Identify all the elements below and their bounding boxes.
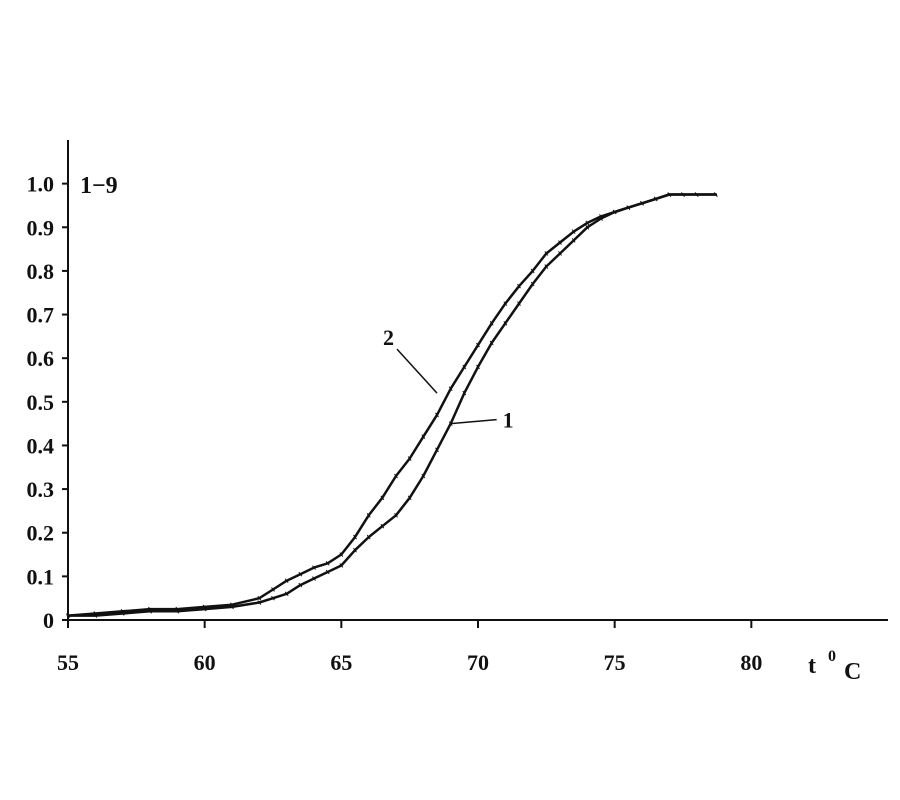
series-2-point: [366, 512, 371, 518]
series-2-point: [448, 386, 453, 392]
series-1-point: [558, 251, 562, 256]
series-2-point: [585, 220, 590, 226]
series-2-point: [312, 565, 316, 570]
series-1-point: [394, 512, 398, 518]
series-2-point: [503, 301, 508, 306]
series-2-point: [558, 240, 562, 245]
y-tick-label: 0: [43, 608, 54, 633]
series-1-point: [585, 224, 590, 230]
corner-label: 1−9: [80, 173, 118, 199]
series-2-point: [271, 587, 275, 592]
series-1-label: 1: [503, 408, 514, 433]
y-tick-label: 1.0: [27, 172, 55, 197]
x-axis-title-unit: C: [844, 659, 861, 685]
x-tick-label: 75: [604, 650, 626, 675]
series-1-point: [380, 523, 385, 529]
series-1-point: [325, 569, 330, 575]
series-2-point: [544, 251, 549, 256]
series-1-point: [298, 582, 303, 588]
series-2-point: [612, 209, 617, 215]
y-tick-label: 0.1: [27, 564, 55, 589]
series-1-point: [517, 301, 521, 306]
series-1-point: [571, 238, 576, 243]
series-1-point: [257, 600, 262, 605]
series-1-point: [353, 547, 357, 553]
series-layer: [66, 192, 718, 618]
series-2-point: [230, 602, 234, 608]
series-2-point: [681, 192, 685, 197]
series-1-point: [271, 595, 275, 601]
series-2-point: [407, 456, 412, 461]
series-2-point: [175, 606, 180, 612]
series-2-point: [120, 608, 125, 614]
series-1-point: [366, 534, 371, 540]
series-2-point: [202, 604, 207, 610]
series-2-point: [517, 283, 521, 289]
x-tick-label: 65: [330, 650, 352, 675]
y-tick-label: 0.3: [27, 477, 55, 502]
series-2-point: [148, 606, 152, 612]
series-1-line: [66, 193, 718, 617]
series-1-point: [435, 447, 439, 453]
labels-layer: 1−9 t 0 C 1 2: [80, 173, 861, 685]
series-1-point: [407, 495, 412, 501]
y-tick-label: 0.4: [27, 433, 55, 458]
series-1-leader: [450, 418, 497, 425]
series-2-point: [380, 495, 385, 501]
y-tick-label: 0.7: [27, 303, 55, 328]
x-tick-label: 70: [467, 650, 489, 675]
y-tick-label: 0.8: [27, 259, 55, 284]
series-2-point: [394, 473, 398, 479]
series-2-point: [667, 192, 672, 197]
series-2-point: [462, 364, 467, 370]
series-2-line: [66, 193, 718, 617]
series-2-point: [489, 320, 494, 326]
series-1-point: [339, 563, 344, 568]
series-2-label: 2: [383, 325, 394, 350]
series-2-point: [640, 200, 644, 206]
series-1-point: [284, 591, 289, 597]
y-tick-label: 0.6: [27, 346, 55, 371]
y-tick-label: 0.2: [27, 521, 55, 546]
x-axis-title-superscript: 0: [828, 648, 836, 665]
series-2-point: [325, 560, 330, 566]
y-tick-label: 0.5: [27, 390, 55, 415]
series-2-point: [713, 192, 718, 197]
x-axis-title-main: t: [808, 653, 816, 679]
series-1-point: [489, 340, 494, 346]
series-2-point: [653, 196, 658, 202]
series-2-point: [435, 412, 439, 418]
series-1-point: [421, 473, 426, 479]
series-2-point: [284, 578, 289, 584]
series-2-point: [599, 214, 603, 219]
series-2-leader: [396, 348, 438, 394]
series-2-point: [66, 613, 70, 618]
x-tick-label: 80: [740, 650, 762, 675]
y-tick-label: 0.9: [27, 215, 55, 240]
series-2-point: [353, 534, 357, 540]
series-2-point: [694, 192, 699, 197]
series-2-point: [626, 205, 631, 210]
series-2-point: [298, 571, 303, 577]
series-2-point: [571, 229, 576, 234]
x-axis-title: t 0 C: [808, 641, 861, 685]
x-tick-label: 55: [57, 650, 79, 675]
series-2-point: [257, 595, 262, 601]
series-1-point: [530, 281, 535, 287]
series-1-point: [544, 264, 549, 269]
series-1-point: [462, 390, 467, 396]
series-1-point: [312, 576, 316, 581]
series-2-point: [476, 342, 480, 348]
series-2-point: [93, 611, 98, 616]
series-2-point: [530, 268, 535, 274]
series-1-point: [476, 364, 480, 370]
axes: 0 0.1 0.2 0.3 0.4 0.5 0.6 0.7 0.8 0.9 1.0 55 60 65 70 7…: [27, 140, 888, 675]
series-2-point: [421, 434, 426, 440]
series-2-point: [339, 552, 344, 557]
series-1-point: [503, 320, 508, 326]
x-tick-label: 60: [194, 650, 216, 675]
